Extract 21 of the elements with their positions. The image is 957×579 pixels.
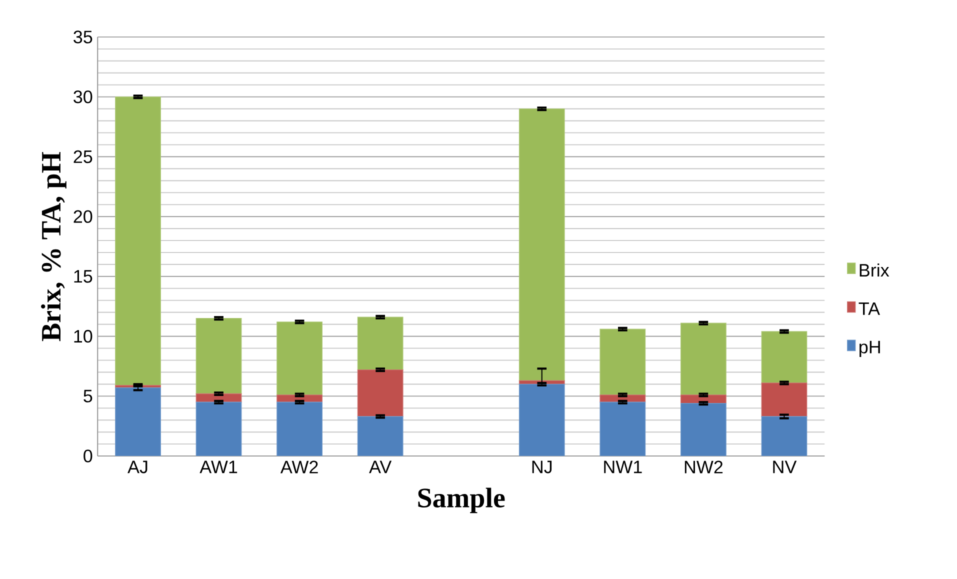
legend-label: TA	[858, 302, 880, 315]
x-tick-label: NW2	[684, 460, 723, 474]
y-tick-label: 15	[74, 270, 92, 283]
x-axis-title: Sample	[418, 488, 505, 514]
y-axis-title: Brix, % TA, pH	[41, 152, 66, 342]
x-tick-label: NV	[773, 460, 797, 474]
x-tick-label: AV	[369, 460, 392, 474]
y-tick-label: 35	[74, 30, 92, 44]
legend-label: Brix	[860, 263, 890, 276]
x-tick-label: AW2	[280, 460, 318, 474]
y-tick-label: 10	[74, 330, 92, 343]
y-tick-label: 20	[74, 210, 92, 223]
y-tick-label: 30	[74, 90, 92, 104]
y-tick-label: 5	[84, 390, 92, 402]
legend-label: pH	[860, 340, 880, 357]
y-tick-label: 0	[84, 450, 92, 462]
x-tick-label: NW1	[604, 460, 642, 474]
x-tick-label: AJ	[128, 460, 148, 474]
x-tick-label: NJ	[532, 460, 552, 474]
y-tick-label: 25	[74, 150, 92, 164]
x-tick-label: AW1	[200, 460, 238, 474]
